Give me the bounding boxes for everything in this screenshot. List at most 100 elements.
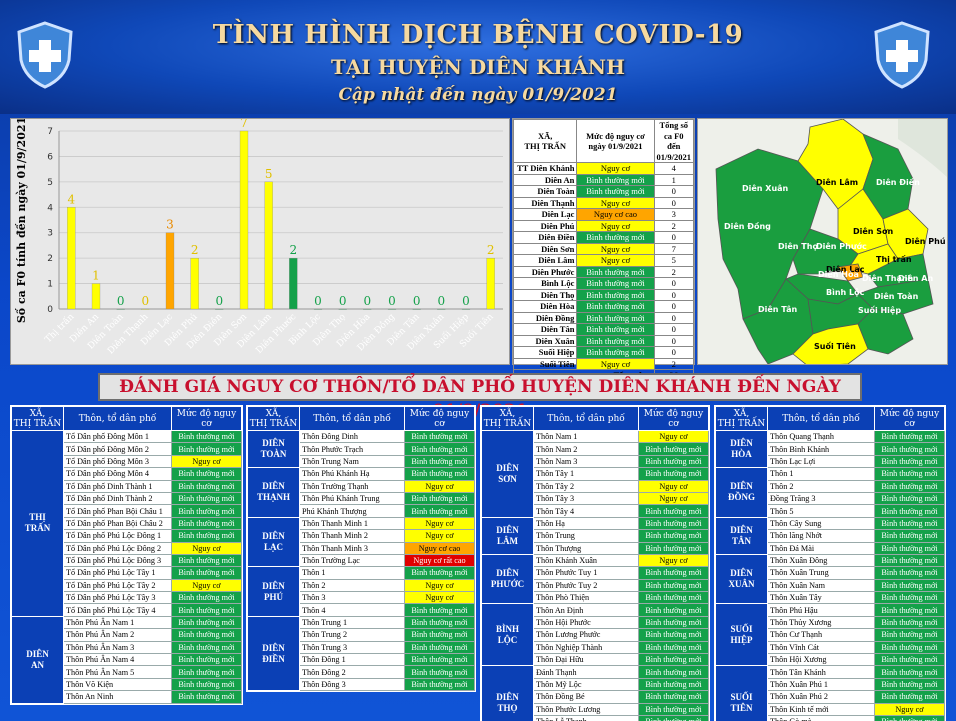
case-count: 0 xyxy=(653,277,695,290)
risk-level: Bình thường mới xyxy=(638,615,709,630)
table-row: Diên Thạnh Nguy cơ 0 xyxy=(512,196,695,209)
risk-status: Bình thường mới xyxy=(576,265,655,278)
table-row: Thôn Xuân Phú 1 Bình thường mới xyxy=(716,677,945,692)
village-name: Tổ Dân phố Phú Lộc Tây 1 xyxy=(63,566,172,580)
risk-level: Bình thường mới xyxy=(638,529,709,543)
table-row: Thôn Phước Lương Bình thường mới xyxy=(482,702,709,717)
data-label: 0 xyxy=(117,294,125,308)
table-row: Tổ Dân phố Phú Lộc Tây 2 Nguy cơ xyxy=(12,578,242,593)
risk-level: Bình thường mới xyxy=(874,553,945,568)
risk-level: Bình thường mới xyxy=(638,578,709,593)
risk-level: Bình thường mới xyxy=(404,429,475,444)
table-row: Thôn Võ Kiện Bình thường mới xyxy=(12,677,242,692)
commune-name: Diên Đồng xyxy=(512,311,578,324)
col-header-commune: XÃ, THỊ TRẤN xyxy=(11,406,64,431)
table-row: Thôn Trung 3 Bình thường mới xyxy=(248,640,475,655)
table-row: Diên Điền Bình thường mới 0 xyxy=(512,231,695,244)
bar xyxy=(437,308,446,310)
commune-cell: DIÊN XUÂN xyxy=(715,553,768,605)
village-name: Thôn Xuân Tây xyxy=(767,591,875,605)
village-name: Thôn 4 xyxy=(299,603,405,617)
risk-level: Bình thường mới xyxy=(874,615,945,630)
village-name: Thôn Bình Khánh xyxy=(767,442,875,456)
district-map-svg: Diên Xuân Diên Lâm Diên Điền Diên Sơn Diên P… xyxy=(698,119,947,364)
risk-level: Bình thường mới xyxy=(171,516,242,531)
risk-level: Bình thường mới xyxy=(638,665,709,679)
commune-cell: DIÊN SƠN xyxy=(481,430,534,518)
risk-level: Bình thường mới xyxy=(404,628,475,642)
commune-cell: DIÊN LẠC xyxy=(247,516,300,568)
table-row: Thôn Thanh Minh 3 Nguy cơ cao xyxy=(248,541,475,555)
table-row: Thôn Đông 1 Bình thường mới xyxy=(248,653,475,667)
commune-cell: DIÊN HÒA xyxy=(715,429,768,469)
bar xyxy=(338,308,347,310)
risk-level: Bình thường mới xyxy=(404,491,475,506)
village-name: Thôn Đại Hữu xyxy=(533,653,639,667)
risk-level: Bình thường mới xyxy=(171,665,242,679)
data-label: 2 xyxy=(487,243,495,257)
commune-name: Diên Phước xyxy=(512,265,578,278)
map-label: Diên Đồng xyxy=(724,221,771,231)
village-name: Tổ Dân phố Dinh Thành 2 xyxy=(63,491,172,506)
table-row: Thôn Phú Ân Nam 2 Bình thường mới xyxy=(12,628,242,642)
bar xyxy=(116,308,125,310)
table-row: Thôn Phước Tuy 2 Bình thường mới xyxy=(482,578,709,593)
risk-level: Nguy cơ xyxy=(404,479,475,493)
risk-level: Bình thường mới xyxy=(404,603,475,617)
page-title: TÌNH HÌNH DỊCH BỆNH COVID-19 xyxy=(212,20,744,50)
case-count: 0 xyxy=(653,323,695,336)
village-name: Thôn Trung 1 xyxy=(299,615,405,630)
table-row: DIÊN ĐIỀN Thôn Trung 1 Bình thường mới xyxy=(247,615,475,692)
risk-table-2: XÃ, THỊ TRẤN Thôn, tổ dân phố Mức độ nguy c… xyxy=(246,405,476,693)
section-banner: ĐÁNH GIÁ NGUY CƠ THÔN/TỔ DÂN PHỐ HUYỆN D… xyxy=(98,373,862,421)
risk-level: Bình thường mới xyxy=(638,714,709,721)
district-map: Diên Xuân Diên Lâm Diên Điền Diên Sơn Diên P… xyxy=(697,118,948,365)
village-name: Thôn Phú Ân Nam 4 xyxy=(63,653,172,667)
commune-name: Suối Tiên xyxy=(512,357,578,370)
table-row: SUỐI TIÊN Thôn Tân Khánh Bình thường mới xyxy=(715,665,945,721)
table-row: DIÊN PHƯỚC Thôn Khánh Xuân Nguy cơ xyxy=(481,553,709,605)
y-tick-label: 4 xyxy=(47,203,53,213)
risk-level: Bình thường mới xyxy=(874,653,945,667)
data-label: 0 xyxy=(339,294,347,308)
commune-cell: DIÊN LÂM xyxy=(481,516,534,555)
table-row: Bình Lộc Bình thường mới 0 xyxy=(512,277,695,290)
table-row: Thôn Đại Hữu Bình thường mới xyxy=(482,653,709,667)
village-name: Thôn Xuân Phú 2 xyxy=(767,690,875,704)
table-row: Thôn Phước Tuy 1 Bình thường mới xyxy=(482,566,709,580)
table-row: Thôn Trung Bình thường mới xyxy=(482,529,709,543)
table-row: Thôn Tây 4 Bình thường mới xyxy=(482,504,709,518)
table-row: Tổ Dân phố Phú Lộc Tây 1 Bình thường mới xyxy=(12,566,242,580)
map-label: Diên An xyxy=(898,273,933,283)
table-row: Thôn Gò mèBình thường mới xyxy=(716,714,945,721)
table-row: Diên Sơn Nguy cơ 7 xyxy=(512,242,695,255)
case-count: 0 xyxy=(653,288,695,301)
risk-level: Nguy cơ xyxy=(171,578,242,593)
data-label: 0 xyxy=(438,294,446,308)
village-name: Thôn Lạc Lợi xyxy=(767,454,875,469)
risk-level: Bình thường mới xyxy=(638,603,709,617)
village-name: Tổ Dân phố Phan Bội Châu 2 xyxy=(63,516,172,531)
village-name: Tổ Dân phố Phú Lộc Đông 3 xyxy=(63,553,172,568)
col-header-village: Thôn, tổ dân phố xyxy=(299,406,405,431)
table-row: DIÊN THẠNH Thôn Phú Khánh Hạ Bình thường mớ… xyxy=(247,467,475,518)
village-name: Thôn Đông 2 xyxy=(299,665,405,679)
table-row: Diên An Bình thường mới 1 xyxy=(512,173,695,186)
village-name: Thôn Hạ xyxy=(533,516,639,531)
map-label: Diên Lạc xyxy=(826,264,865,274)
commune-name: Diên Thọ xyxy=(512,288,578,301)
y-tick-label: 3 xyxy=(47,229,53,239)
risk-status: Bình thường mới xyxy=(576,323,655,336)
risk-status: Nguy cơ xyxy=(576,162,655,175)
village-name: Thôn Tây 4 xyxy=(533,504,639,518)
col-header-risk: Mức độ nguy cơ xyxy=(404,406,475,431)
y-tick-label: 2 xyxy=(47,254,53,264)
map-label: Diên Phú xyxy=(905,236,946,246)
village-name: Thôn Trung 2 xyxy=(299,628,405,642)
risk-level: Bình thường mới xyxy=(874,628,945,642)
map-label: Diên Thạnh xyxy=(862,273,914,283)
risk-level: Bình thường mới xyxy=(874,529,945,543)
shield-cross-icon xyxy=(874,21,930,89)
village-name: Thôn Trung xyxy=(533,529,639,543)
